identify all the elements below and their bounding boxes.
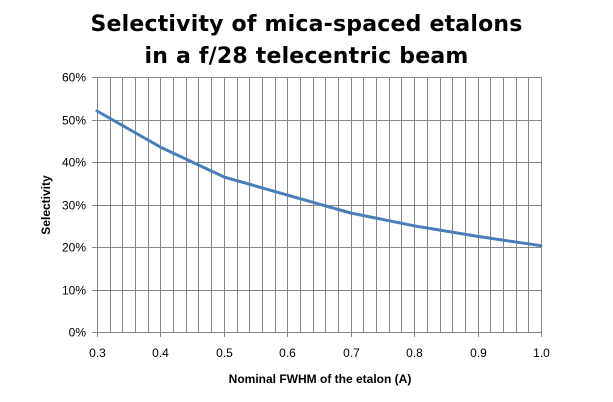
label-layer: Nominal FWHM of the etalon (A) Selectivi… — [39, 175, 411, 386]
data-point — [95, 109, 99, 113]
y-tick-label: 0% — [69, 326, 87, 340]
data-point — [222, 175, 226, 179]
chart-title-line-1: Selectivity of mica-spaced etalons — [90, 12, 523, 37]
y-tick-label: 20% — [62, 241, 86, 255]
y-tick-label: 40% — [62, 156, 86, 170]
series-line — [95, 109, 543, 248]
data-point — [349, 211, 352, 215]
x-axis-label: Nominal FWHM of the etalon (A) — [229, 372, 412, 386]
x-tick-label: 0.8 — [406, 346, 423, 360]
grid-layer — [97, 77, 541, 332]
data-point — [159, 145, 162, 149]
axis-layer: 0% 10% 20% 30% 40% 50% 60% 0.3 0.4 0.5 0.6 0.7 0.8 0.… — [62, 71, 550, 361]
x-tick-label: 0.3 — [89, 346, 106, 360]
y-axis-label: Selectivity — [39, 175, 53, 235]
y-tick-label: 60% — [62, 71, 86, 85]
x-tick-label: 0.9 — [470, 346, 487, 360]
x-tick-label: 0.7 — [343, 346, 360, 360]
data-point — [476, 235, 479, 238]
x-tick-label: 0.5 — [216, 346, 233, 360]
x-tick-label: 1.0 — [533, 346, 550, 360]
x-tick-label: 0.4 — [152, 346, 169, 360]
chart-title-line-2: in a f/28 telecentric beam — [144, 44, 469, 69]
y-tick-label: 30% — [62, 199, 86, 213]
data-point — [539, 244, 543, 247]
y-tick-label: 50% — [62, 114, 86, 128]
series-layer — [95, 109, 543, 248]
x-tick-label: 0.6 — [279, 346, 296, 360]
y-tick-label: 10% — [62, 284, 86, 298]
data-point — [286, 193, 289, 197]
data-point — [412, 224, 416, 227]
